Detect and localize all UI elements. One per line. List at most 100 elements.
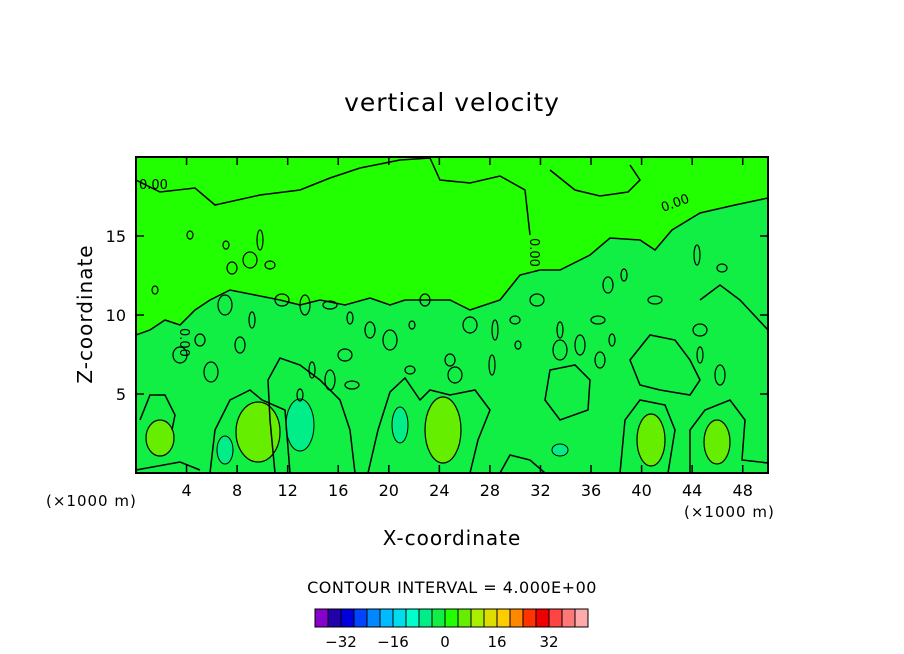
colorbar: −32 −16 0 16 32	[314, 608, 589, 651]
contour-island	[234, 336, 246, 354]
colorbar-swatch	[379, 608, 394, 628]
x-tick-label: 40	[631, 481, 651, 500]
y-axis-label: Z-coordinate	[73, 244, 97, 384]
downdraft	[285, 398, 315, 452]
contour-island	[172, 346, 188, 364]
contour-line	[689, 399, 768, 473]
x-axis-label: X-coordinate	[382, 526, 522, 550]
x-tick-label: 28	[480, 481, 500, 500]
contour-island	[462, 316, 478, 334]
contour-island	[620, 268, 628, 282]
colorbar-label: −16	[377, 633, 409, 651]
downdraft	[216, 435, 234, 465]
contour-line	[139, 394, 176, 431]
colorbar-swatch	[444, 608, 459, 628]
x-tick-label: 4	[181, 481, 191, 500]
contour-island	[647, 295, 663, 305]
contour-island	[514, 340, 522, 350]
contour-island	[696, 346, 704, 364]
colorbar-swatch	[366, 608, 381, 628]
contour-island	[447, 366, 463, 384]
contour-island	[256, 229, 264, 251]
contour-interval-label: CONTOUR INTERVAL = 4.000E+00	[307, 578, 597, 597]
colorbar-swatch	[496, 608, 511, 628]
contour-line	[699, 284, 768, 331]
y-tick-label: 10	[106, 306, 126, 325]
y-tick-label: 5	[116, 385, 126, 404]
contour-island	[608, 333, 616, 347]
colorbar-swatch	[314, 608, 329, 628]
x-unit-label-left: (×1000 m)	[46, 492, 137, 510]
updraft	[636, 413, 666, 467]
x-axis: 4 8 12 16 20 24 28 32 36 40 44 48	[181, 157, 753, 500]
contour-island	[308, 361, 316, 379]
downdraft	[551, 443, 569, 457]
contour-island	[344, 380, 360, 390]
updraft	[235, 401, 281, 463]
contour-label: 0.00	[176, 328, 191, 357]
contour-island	[296, 388, 304, 402]
contour-island	[382, 329, 398, 351]
y-tick-label: 15	[106, 227, 126, 246]
downdraft	[391, 406, 409, 444]
contour-line	[544, 364, 591, 421]
colorbar-label: −32	[325, 633, 357, 651]
colorbar-swatch	[405, 608, 420, 628]
contour-island	[242, 251, 258, 269]
contour-island	[556, 321, 564, 339]
contour-island	[151, 285, 159, 295]
colorbar-swatch	[522, 608, 537, 628]
contour-island	[337, 348, 353, 362]
x-tick-label: 36	[581, 481, 601, 500]
colorbar-swatch	[470, 608, 485, 628]
updraft	[424, 396, 462, 464]
contour-label: 0.00	[526, 238, 541, 267]
contour-line	[499, 454, 546, 473]
contour-line	[549, 164, 641, 197]
contour-island	[346, 311, 354, 325]
x-unit-label-right: (×1000 m)	[684, 503, 775, 521]
contour-island	[264, 260, 276, 270]
colorbar-swatch	[548, 608, 563, 628]
x-tick-label: 20	[379, 481, 399, 500]
contour-island	[419, 293, 431, 307]
contour-line	[136, 157, 531, 236]
colorbar-swatch	[392, 608, 407, 628]
contour-island	[529, 293, 545, 307]
colorbar-swatch	[561, 608, 576, 628]
contour-island	[693, 244, 701, 266]
colorbar-swatch	[483, 608, 498, 628]
contour-island	[408, 320, 416, 330]
x-tick-label: 48	[733, 481, 753, 500]
contour-island	[594, 351, 606, 369]
contour-island	[590, 315, 606, 325]
colorbar-swatch	[340, 608, 355, 628]
contour-island	[552, 339, 568, 361]
colorbar-swatch	[535, 608, 550, 628]
colorbar-label: 16	[487, 633, 506, 651]
updraft	[703, 419, 731, 465]
contour-island	[364, 321, 376, 339]
contour-island	[324, 369, 336, 391]
contour-line	[619, 399, 676, 473]
contour-island	[248, 311, 256, 329]
contour-island	[602, 276, 614, 294]
contour-island	[226, 261, 238, 275]
contour-line	[267, 357, 356, 473]
colorbar-swatch	[431, 608, 446, 628]
contour-line	[367, 376, 491, 473]
contour-island	[714, 364, 726, 386]
contour-island	[217, 294, 233, 316]
contour-island	[574, 334, 586, 356]
colorbar-swatch	[327, 608, 342, 628]
contour-island	[274, 293, 290, 307]
x-tick-label: 12	[278, 481, 298, 500]
contour-island	[444, 353, 456, 367]
colorbar-label: 32	[539, 633, 558, 651]
x-tick-label: 16	[328, 481, 348, 500]
contour-line	[629, 334, 701, 396]
x-tick-label: 24	[429, 481, 449, 500]
contour-island	[491, 319, 499, 341]
chart-title: vertical velocity	[344, 88, 560, 117]
contour-label: 0.00	[139, 178, 168, 193]
